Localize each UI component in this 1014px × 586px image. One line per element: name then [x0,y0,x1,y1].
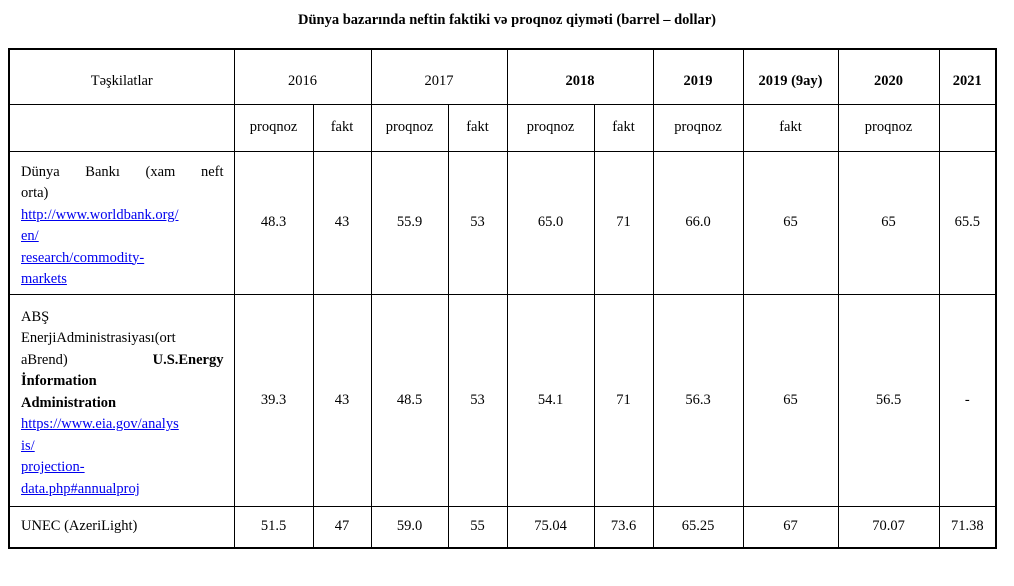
year-header-2019: 2019 [652,48,744,105]
subheader-2016-proqnoz: proqnoz [233,103,314,152]
table-row-worldbank: Dünya Bankı (xam neft orta) http://www.w… [8,150,997,295]
value-cell: 73.6 [593,505,654,549]
value-cell: 67 [742,505,839,549]
value-cell: 39.3 [233,293,314,507]
value-cell: 48.3 [233,150,314,295]
value-cell: 75.04 [506,505,595,549]
value-cell: 65 [837,150,940,295]
subheader-2017-fakt: fakt [447,103,508,152]
subheader-2017-proqnoz: proqnoz [370,103,449,152]
value-cell: 53 [447,293,508,507]
value-cell: 56.5 [837,293,940,507]
value-cell: 54.1 [506,293,595,507]
year-header-2017: 2017 [370,48,508,105]
worldbank-link-line-2[interactable]: en/ [21,228,39,244]
subheader-2021-empty [938,103,997,152]
table-row-unec: UNEC (AzeriLight) 51.5 47 59.0 55 75.04 … [8,505,997,549]
org-text-line: EnerjiAdministrasiyası(ort [21,330,176,347]
year-header-2021: 2021 [938,48,997,105]
subheader-2016-fakt: fakt [312,103,372,152]
eia-link-line-3[interactable]: projection- [21,459,85,476]
org-text-line: aBrend) U.S.Energy [21,350,224,372]
value-cell: 55 [447,505,508,549]
eia-link-line-1[interactable]: https://www.eia.gov/analys [21,416,179,433]
subheader-2018-proqnoz: proqnoz [506,103,595,152]
year-header-2018: 2018 [506,48,654,105]
empty-header-cell [8,103,235,152]
value-cell: 56.3 [652,293,744,507]
org-text-line-bold: Administration [21,394,117,411]
year-header-2019-9ay: 2019 (9ay) [742,48,839,105]
value-cell: 65.0 [506,150,595,295]
worldbank-link-line-4[interactable]: markets [21,271,67,287]
value-cell: 71 [593,150,654,295]
worldbank-link-line-3[interactable]: research/commodity- [21,249,145,266]
org-text-segment-bold: U.S.Energy [152,351,224,368]
value-cell: 43 [312,293,372,507]
table-title: Dünya bazarında neftin faktiki və proqno… [298,12,716,28]
subheader-2020-proqnoz: proqnoz [837,103,940,152]
header-row-years: Təşkilatlar 2016 2017 2018 2019 2019 (9a… [8,48,997,105]
value-cell: 65 [742,293,839,507]
subheader-2019-proqnoz: proqnoz [652,103,744,152]
value-cell: 71.38 [938,505,997,549]
year-header-2020: 2020 [837,48,940,105]
value-cell: 66.0 [652,150,744,295]
value-cell: 71 [593,293,654,507]
subheader-2018-fakt: fakt [593,103,654,152]
value-cell: 70.07 [837,505,940,549]
value-cell: 65.25 [652,505,744,549]
table-row-eia: ABŞ EnerjiAdministrasiyası(ort aBrend) U… [8,293,997,507]
value-cell: 51.5 [233,505,314,549]
org-text-line: ABŞ [21,308,50,325]
org-text-line-bold: İnformation [21,373,97,390]
value-cell: 65 [742,150,839,295]
value-cell: 43 [312,150,372,295]
org-text-line: Dünya Bankı (xam neft [21,163,224,180]
value-cell: 48.5 [370,293,449,507]
value-cell: 59.0 [370,505,449,549]
org-cell-unec: UNEC (AzeriLight) [8,505,235,549]
value-cell: - [938,293,997,507]
oil-price-table: Təşkilatlar 2016 2017 2018 2019 2019 (9a… [8,48,997,549]
value-cell: 47 [312,505,372,549]
value-cell: 53 [447,150,508,295]
year-header-2016: 2016 [233,48,372,105]
org-cell-eia: ABŞ EnerjiAdministrasiyası(ort aBrend) U… [8,293,235,507]
eia-link-line-2[interactable]: is/ [21,437,35,454]
worldbank-link-line-1[interactable]: http://www.worldbank.org/ [21,206,179,223]
org-text-segment: aBrend) [21,351,68,368]
eia-link-line-4[interactable]: data.php#annualproj [21,480,140,497]
org-cell-worldbank: Dünya Bankı (xam neft orta) http://www.w… [8,150,235,295]
value-cell: 55.9 [370,150,449,295]
header-row-sub: proqnoz fakt proqnoz fakt proqnoz fakt p… [8,103,997,152]
org-text-line: orta) [21,185,49,201]
value-cell: 65.5 [938,150,997,295]
org-column-header: Təşkilatlar [8,48,235,105]
subheader-2019-9ay-fakt: fakt [742,103,839,152]
